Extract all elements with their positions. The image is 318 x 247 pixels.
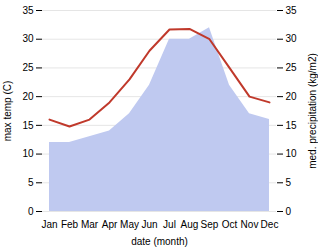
svg-text:5: 5 xyxy=(286,177,292,188)
svg-text:Mar: Mar xyxy=(81,219,99,230)
svg-text:35: 35 xyxy=(22,5,34,16)
svg-text:10: 10 xyxy=(286,148,298,159)
svg-text:25: 25 xyxy=(286,62,298,73)
svg-text:max temp (C): max temp (C) xyxy=(2,81,13,142)
svg-text:Jun: Jun xyxy=(141,219,157,230)
svg-text:5: 5 xyxy=(28,177,34,188)
svg-text:med. precipitation (kg/m2): med. precipitation (kg/m2) xyxy=(307,53,318,169)
svg-text:30: 30 xyxy=(22,33,34,44)
svg-text:20: 20 xyxy=(286,91,298,102)
svg-text:15: 15 xyxy=(22,120,34,131)
svg-text:Jul: Jul xyxy=(163,219,176,230)
svg-text:date (month): date (month) xyxy=(131,236,188,247)
svg-text:Sep: Sep xyxy=(201,219,219,230)
svg-text:Apr: Apr xyxy=(102,219,118,230)
svg-text:May: May xyxy=(120,219,139,230)
svg-text:0: 0 xyxy=(286,206,292,217)
svg-text:Jan: Jan xyxy=(41,219,57,230)
svg-text:0: 0 xyxy=(28,206,34,217)
svg-text:10: 10 xyxy=(22,148,34,159)
svg-text:20: 20 xyxy=(22,91,34,102)
svg-text:35: 35 xyxy=(286,5,298,16)
svg-text:Dec: Dec xyxy=(261,219,279,230)
svg-text:15: 15 xyxy=(286,120,298,131)
svg-text:Feb: Feb xyxy=(61,219,79,230)
svg-text:Nov: Nov xyxy=(241,219,259,230)
svg-text:Aug: Aug xyxy=(181,219,199,230)
svg-text:Oct: Oct xyxy=(222,219,238,230)
svg-text:25: 25 xyxy=(22,62,34,73)
svg-text:30: 30 xyxy=(286,33,298,44)
